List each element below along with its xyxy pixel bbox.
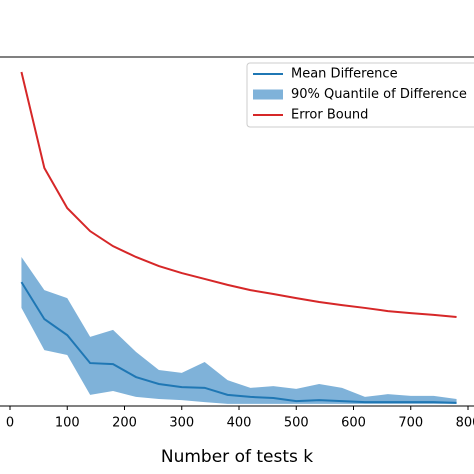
x-tick-label: 500 — [284, 416, 309, 431]
legend-swatch — [253, 89, 283, 100]
legend-label: 90% Quantile of Difference — [291, 87, 467, 102]
x-tick-label: 300 — [169, 416, 194, 431]
x-tick-label: 400 — [227, 416, 252, 431]
line-series — [20, 71, 457, 319]
line-series — [20, 281, 457, 404]
x-tick-label: 700 — [398, 416, 423, 431]
x-tick-label: 0 — [6, 416, 14, 431]
x-tick-label: 200 — [112, 416, 137, 431]
legend-box — [246, 62, 474, 128]
legend-label: Error Bound — [291, 108, 368, 123]
x-tick-label: 100 — [55, 416, 80, 431]
quantile-band — [21, 256, 457, 404]
x-tick-label: 800 — [456, 416, 474, 431]
legend-label: Mean Difference — [291, 67, 398, 82]
x-tick-label: 600 — [341, 416, 366, 431]
x-axis-label: Number of tests k — [161, 447, 313, 467]
